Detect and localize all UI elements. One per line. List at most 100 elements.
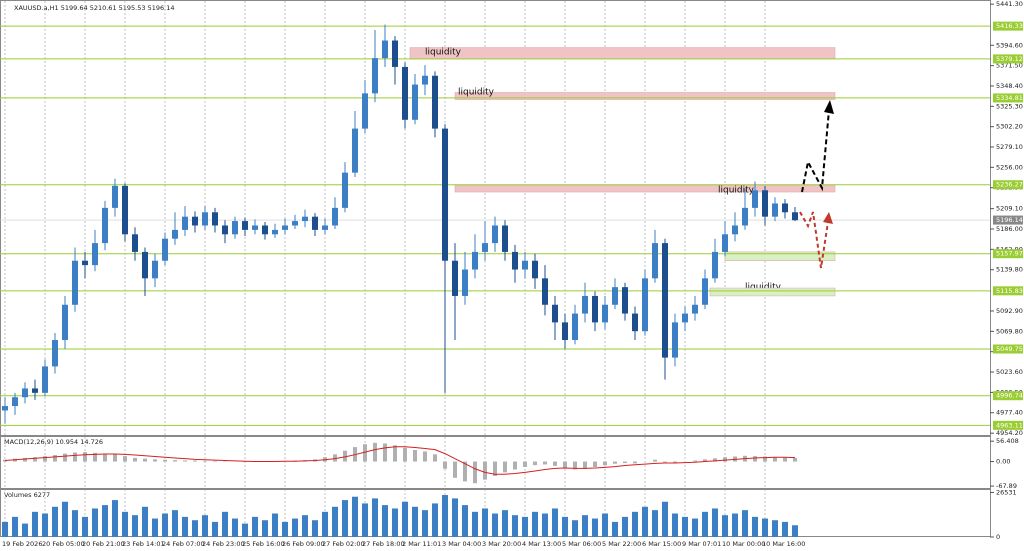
volume-bar bbox=[332, 506, 338, 537]
macd-tick-label: 56.408 bbox=[996, 437, 1019, 445]
volume-bar bbox=[12, 516, 18, 537]
candle-body bbox=[482, 243, 488, 252]
candle-body bbox=[702, 278, 708, 305]
candle-body bbox=[32, 388, 38, 393]
macd-bar bbox=[663, 461, 667, 463]
volume-bar bbox=[302, 515, 308, 537]
volume-bar bbox=[612, 521, 618, 537]
volume-bar bbox=[592, 518, 598, 537]
candle-body bbox=[92, 243, 98, 266]
level-tag bbox=[993, 249, 1023, 259]
candle-body bbox=[292, 221, 298, 226]
candle-body bbox=[252, 225, 258, 230]
macd-bar bbox=[753, 456, 757, 462]
macd-bar bbox=[413, 450, 417, 462]
x-tick-label: 23 Feb 14:01 bbox=[122, 540, 165, 548]
volume-bar bbox=[132, 515, 138, 537]
volume-bar bbox=[472, 511, 478, 537]
macd-bar bbox=[553, 461, 557, 466]
candle-body bbox=[502, 225, 508, 252]
macd-bar bbox=[613, 461, 617, 464]
candle-body bbox=[602, 304, 608, 323]
candle-body bbox=[672, 322, 678, 358]
volume-bar bbox=[42, 513, 48, 537]
candle-body bbox=[322, 225, 328, 230]
candle-body bbox=[652, 243, 658, 279]
volume-bar bbox=[752, 516, 758, 537]
macd-bar bbox=[83, 452, 87, 462]
liquidity-zone bbox=[709, 287, 836, 297]
candle-body bbox=[632, 313, 638, 332]
x-tick-label: 20 Feb 21:00 bbox=[82, 540, 125, 548]
y-tick-label: 5092.90 bbox=[996, 307, 1023, 315]
macd-bar bbox=[673, 461, 677, 463]
macd-bar bbox=[783, 457, 787, 462]
candle-body bbox=[212, 212, 218, 226]
candle-body bbox=[342, 172, 348, 208]
y-tick-label: 5256.00 bbox=[996, 163, 1023, 171]
zone-label: liquidity bbox=[745, 283, 782, 293]
volume-bar bbox=[782, 521, 788, 537]
volume-bar bbox=[112, 500, 118, 537]
macd-bar bbox=[583, 461, 587, 469]
macd-tick-label: -67.89 bbox=[996, 482, 1017, 490]
macd-bar bbox=[123, 456, 127, 462]
volume-bar bbox=[82, 516, 88, 537]
macd-bar bbox=[173, 460, 177, 462]
macd-bar bbox=[523, 461, 527, 467]
volume-bar bbox=[162, 513, 168, 537]
arrowhead bbox=[823, 212, 833, 224]
level-tag bbox=[993, 93, 1023, 103]
candle-body bbox=[662, 243, 668, 358]
zone-label: liquidity bbox=[458, 88, 495, 98]
volume-bar bbox=[402, 501, 408, 537]
macd-tick-label: 0.00 bbox=[996, 458, 1010, 466]
volume-bar bbox=[732, 513, 738, 537]
candle-body bbox=[592, 295, 598, 323]
candle-body bbox=[742, 207, 748, 226]
x-tick-label: 19 Feb 2026 bbox=[2, 540, 42, 548]
volume-bar bbox=[142, 506, 148, 537]
x-tick-label: 20 Feb 05:00 bbox=[42, 540, 85, 548]
y-tick-label: 5325.30 bbox=[996, 102, 1023, 110]
macd-bar bbox=[713, 458, 717, 462]
macd-bar bbox=[203, 460, 207, 462]
volume-bar bbox=[252, 516, 258, 537]
candle-body bbox=[132, 234, 138, 252]
macd-bar bbox=[73, 452, 77, 462]
volume-bar bbox=[322, 511, 328, 537]
candle-body bbox=[352, 128, 358, 173]
volume-bar bbox=[452, 498, 458, 537]
candle-body bbox=[262, 225, 268, 235]
current-price-tag bbox=[993, 215, 1023, 225]
candle-body bbox=[192, 216, 198, 226]
candle-body bbox=[42, 366, 48, 393]
liquidity-zone bbox=[454, 184, 836, 193]
macd-bar bbox=[3, 459, 7, 462]
volume-bar bbox=[182, 516, 188, 537]
candle-body bbox=[102, 207, 108, 244]
candle-body bbox=[562, 322, 568, 340]
y-tick-label: 5186.00 bbox=[996, 225, 1023, 233]
candle-body bbox=[612, 287, 618, 305]
macd-bar bbox=[363, 444, 367, 462]
volume-bar bbox=[722, 515, 728, 537]
volume-bar bbox=[582, 515, 588, 537]
macd-bar bbox=[193, 460, 197, 462]
arrowhead bbox=[824, 100, 834, 114]
macd-bar bbox=[443, 461, 447, 469]
macd-bar bbox=[43, 456, 47, 462]
level-label: 5049.75 bbox=[996, 345, 1023, 353]
y-tick-label: 5394.60 bbox=[996, 41, 1023, 49]
x-tick-label: 6 Mar 15:00 bbox=[642, 540, 681, 548]
volume-bar bbox=[502, 510, 508, 537]
macd-bar bbox=[593, 461, 597, 467]
macd-bar bbox=[623, 461, 627, 463]
macd-bar bbox=[163, 459, 167, 462]
candle-body bbox=[572, 313, 578, 340]
macd-bar bbox=[333, 454, 337, 462]
candle-body bbox=[82, 260, 88, 266]
candle-body bbox=[522, 260, 528, 270]
volume-label: Volumes 6277 bbox=[4, 491, 50, 499]
level-label: 5236.27 bbox=[996, 181, 1023, 189]
